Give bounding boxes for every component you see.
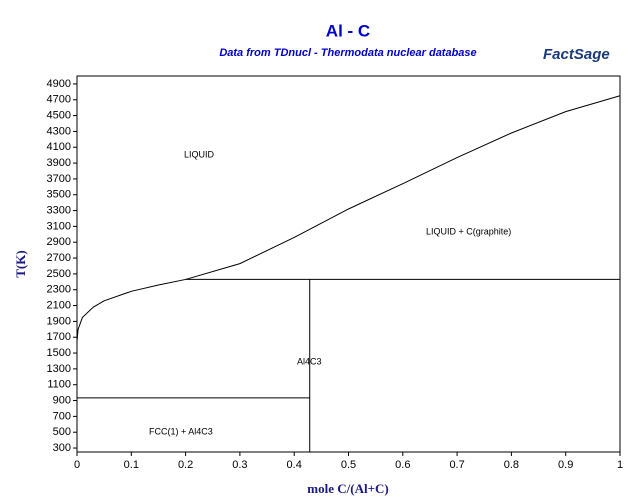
x-tick-label: 0.5 bbox=[341, 459, 356, 471]
y-tick-label: 700 bbox=[53, 410, 71, 422]
logo: FactSage bbox=[543, 46, 610, 63]
x-tick-label: 0.6 bbox=[395, 459, 410, 471]
x-tick-label: 0 bbox=[74, 459, 80, 471]
y-tick-label: 2500 bbox=[47, 268, 71, 280]
x-tick-label: 0.9 bbox=[558, 459, 573, 471]
region-label: LIQUID bbox=[184, 149, 215, 159]
y-tick-label: 4700 bbox=[47, 94, 71, 106]
y-tick-label: 1700 bbox=[47, 331, 71, 343]
y-tick-label: 2700 bbox=[47, 252, 71, 264]
y-axis-label: T(K) bbox=[13, 250, 28, 277]
y-tick-label: 4300 bbox=[47, 125, 71, 137]
y-tick-label: 300 bbox=[53, 442, 71, 454]
region-label: Al4C3 bbox=[297, 356, 322, 366]
y-tick-label: 4900 bbox=[47, 78, 71, 90]
plot-frame bbox=[76, 75, 621, 453]
y-tick-label: 3900 bbox=[47, 157, 71, 169]
y-tick-label: 1300 bbox=[47, 363, 71, 375]
y-tick-label: 4100 bbox=[47, 141, 71, 153]
y-tick-label: 3500 bbox=[47, 189, 71, 201]
y-tick-label: 3100 bbox=[47, 220, 71, 232]
chart-subtitle: Data from TDnucl - Thermodata nuclear da… bbox=[219, 47, 476, 59]
x-tick-label: 0.4 bbox=[287, 459, 302, 471]
y-tick-label: 2900 bbox=[47, 236, 71, 248]
y-tick-label: 1100 bbox=[47, 379, 71, 391]
y-tick-label: 2300 bbox=[47, 284, 71, 296]
y-tick-label: 4500 bbox=[47, 109, 71, 121]
region-label: FCC(1) + Al4C3 bbox=[149, 426, 213, 436]
region-label: LIQUID + C(graphite) bbox=[426, 226, 511, 236]
y-tick-label: 500 bbox=[53, 426, 71, 438]
x-tick-label: 0.8 bbox=[504, 459, 519, 471]
y-tick-label: 2100 bbox=[47, 299, 71, 311]
x-axis-label: mole C/(Al+C) bbox=[307, 481, 388, 496]
x-tick-label: 1 bbox=[617, 459, 623, 471]
phase-boundary bbox=[76, 95, 621, 342]
x-tick-label: 0.2 bbox=[178, 459, 193, 471]
y-tick-label: 1900 bbox=[47, 315, 71, 327]
y-tick-label: 900 bbox=[53, 394, 71, 406]
chart-title: Al - C bbox=[326, 21, 370, 40]
x-tick-label: 0.7 bbox=[449, 459, 464, 471]
y-tick-label: 3700 bbox=[47, 173, 71, 185]
y-tick-label: 1500 bbox=[47, 347, 71, 359]
x-tick-label: 0.3 bbox=[232, 459, 247, 471]
x-tick-label: 0.1 bbox=[124, 459, 139, 471]
y-tick-label: 3300 bbox=[47, 204, 71, 216]
